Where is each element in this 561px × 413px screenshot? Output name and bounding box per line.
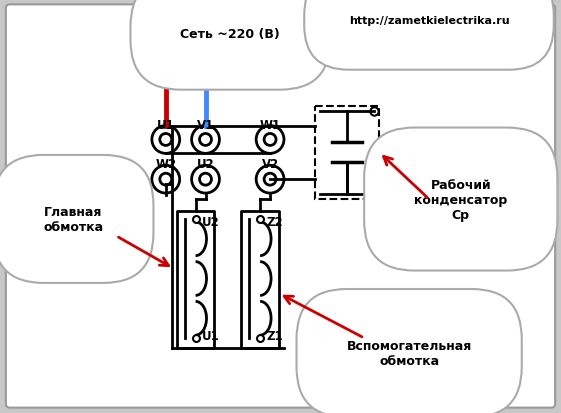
Bar bbox=[315, 107, 379, 199]
FancyBboxPatch shape bbox=[6, 5, 555, 408]
Text: Рабочий
конденсатор
Ср: Рабочий конденсатор Ср bbox=[414, 178, 507, 221]
Text: Z1: Z1 bbox=[266, 329, 283, 342]
Text: V1: V1 bbox=[197, 118, 214, 131]
Text: U1: U1 bbox=[201, 329, 219, 342]
Text: W2: W2 bbox=[155, 158, 176, 171]
Text: Z2: Z2 bbox=[266, 216, 283, 228]
Text: V2: V2 bbox=[261, 158, 279, 171]
Text: Главная
обмотка: Главная обмотка bbox=[43, 205, 103, 233]
Text: Вспомогательная
обмотка: Вспомогательная обмотка bbox=[347, 339, 472, 367]
Text: U2: U2 bbox=[197, 158, 214, 171]
Text: W1: W1 bbox=[260, 118, 280, 131]
Text: U2: U2 bbox=[201, 216, 219, 228]
Text: U1: U1 bbox=[157, 118, 174, 131]
Text: http://zametkielectrika.ru: http://zametkielectrika.ru bbox=[349, 16, 509, 26]
Text: Сеть ~220 (В): Сеть ~220 (В) bbox=[181, 28, 280, 40]
